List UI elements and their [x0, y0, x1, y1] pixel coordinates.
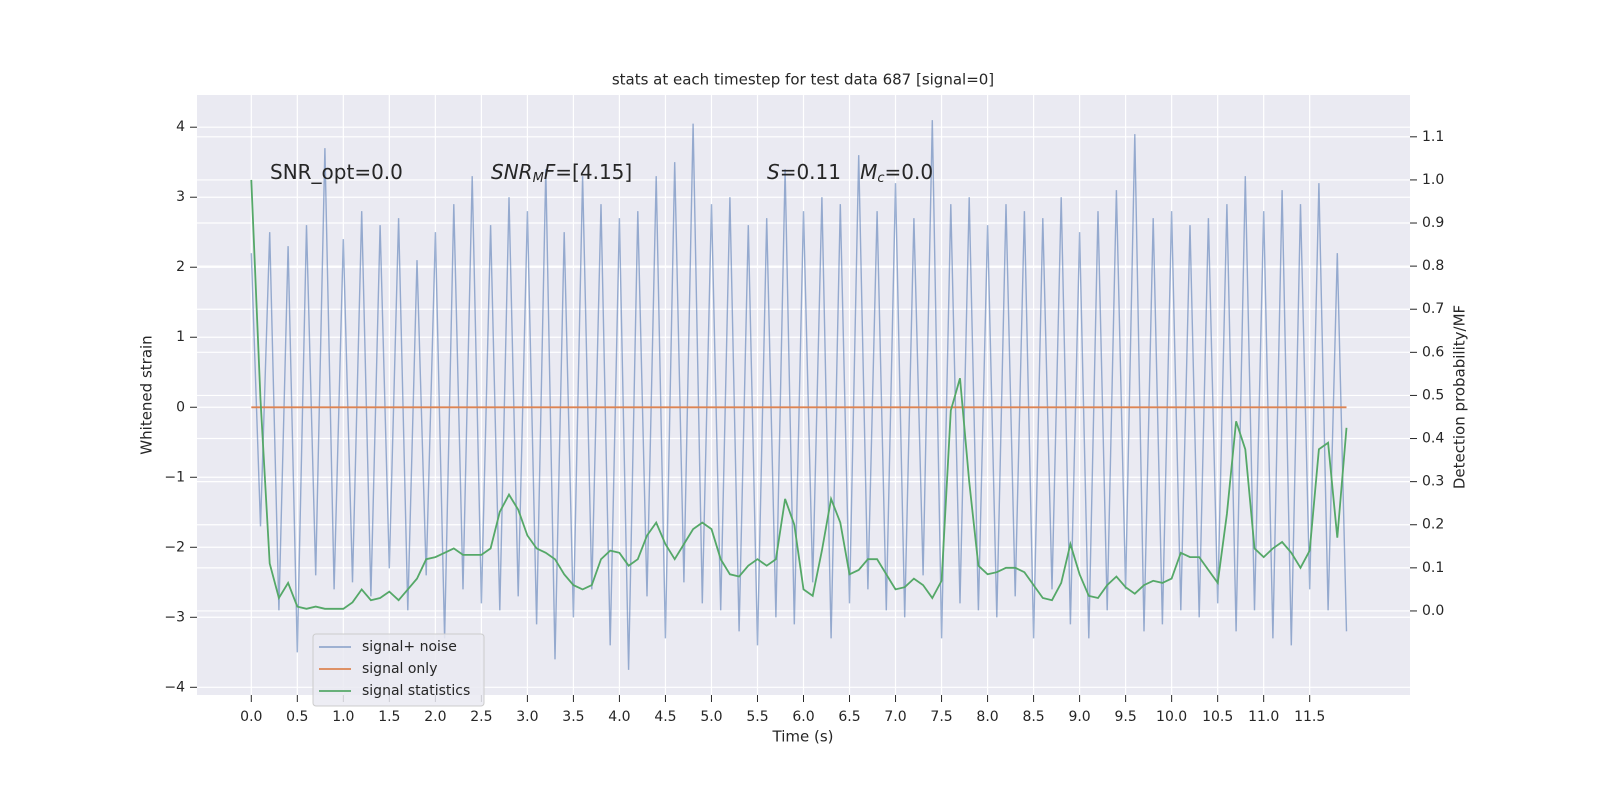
- annotation-part: SNR_opt=0.0: [270, 160, 403, 184]
- annotation: SNRMF=[4.15]: [491, 160, 632, 186]
- x-tick-label: 6.5: [838, 709, 860, 725]
- y-tick-label: −2: [164, 539, 185, 555]
- y2-tick-label: 0.8: [1422, 258, 1444, 274]
- annotation-part: SNR: [491, 160, 533, 184]
- series-line: [250, 179, 1348, 610]
- y-tick-label: 2: [176, 259, 185, 275]
- legend: signal+ noise signal only signal statistic…: [312, 633, 485, 707]
- legend-label: signal statistics: [362, 683, 470, 699]
- x-tick-label: 1.5: [378, 709, 400, 725]
- annotation: SNR_opt=0.0: [270, 160, 403, 184]
- annotation-part: c: [877, 171, 884, 186]
- legend-box: [312, 633, 485, 707]
- y-tick-label: 1: [176, 329, 185, 345]
- y-tick-label: −3: [164, 609, 185, 625]
- annotation-part: =0.11: [780, 160, 860, 184]
- y2-tick-label: 1.0: [1422, 172, 1444, 188]
- x-tick-label: 8.5: [1022, 709, 1044, 725]
- x-tick-label: 10.5: [1202, 709, 1233, 725]
- y2-tick-label: 0.3: [1422, 474, 1444, 490]
- x-tick-label: 8.0: [976, 709, 998, 725]
- annotation-part: M: [533, 171, 544, 186]
- annotation-part: =0.0: [885, 160, 934, 184]
- x-tick-label: 9.5: [1114, 709, 1136, 725]
- x-axis-label: Time (s): [772, 728, 834, 746]
- x-tick-label: 6.0: [792, 709, 814, 725]
- y2-tick-label: 0.4: [1422, 431, 1444, 447]
- x-tick-label: 2.5: [470, 709, 492, 725]
- x-tick-label: 4.0: [608, 709, 630, 725]
- x-tick-label: 3.5: [562, 709, 584, 725]
- y2-tick-label: 0.2: [1422, 517, 1444, 533]
- y-tick-label: −4: [164, 679, 185, 695]
- y-axis-label: Whitened strain: [138, 335, 156, 454]
- y2-tick-label: 0.1: [1422, 560, 1444, 576]
- x-tick-label: 5.5: [746, 709, 768, 725]
- chart-title: stats at each timestep for test data 687…: [612, 71, 994, 89]
- x-tick-label: 5.0: [700, 709, 722, 725]
- x-tick-label: 3.0: [516, 709, 538, 725]
- legend-label: signal+ noise: [362, 639, 457, 655]
- y2-tick-label: 0.5: [1422, 387, 1444, 403]
- x-tick-label: 1.0: [332, 709, 354, 725]
- annotation-part: M: [860, 160, 877, 184]
- y2-tick-label: 0.7: [1422, 301, 1444, 317]
- y2-tick-label: 0.0: [1422, 603, 1444, 619]
- y-tick-label: 4: [176, 119, 185, 135]
- y2-tick-label: 1.1: [1422, 129, 1444, 145]
- y-tick-label: 3: [176, 189, 185, 205]
- x-tick-label: 7.5: [930, 709, 952, 725]
- y2-tick-label: 0.6: [1422, 344, 1444, 360]
- y2-axis-label: Detection probability/MF: [1451, 305, 1469, 489]
- x-tick-label: 10.0: [1156, 709, 1187, 725]
- x-tick-label: 7.0: [884, 709, 906, 725]
- x-tick-label: 11.0: [1248, 709, 1279, 725]
- annotation-part: F: [544, 160, 556, 184]
- y-tick-label: 0: [176, 399, 185, 415]
- x-tick-label: 0.0: [240, 709, 262, 725]
- y2-tick-label: 0.9: [1422, 215, 1444, 231]
- x-tick-label: 0.5: [286, 709, 308, 725]
- x-tick-label: 4.5: [654, 709, 676, 725]
- annotation-part: S: [767, 160, 780, 184]
- annotation: S=0.11 Mc=0.0: [767, 160, 933, 186]
- x-tick-label: 9.0: [1068, 709, 1090, 725]
- x-tick-label: 2.0: [424, 709, 446, 725]
- y-tick-label: −1: [164, 469, 185, 485]
- annotation-part: =[4.15]: [555, 160, 632, 184]
- x-tick-label: 11.5: [1294, 709, 1325, 725]
- series-line: [250, 120, 1348, 670]
- legend-label: signal only: [362, 661, 437, 677]
